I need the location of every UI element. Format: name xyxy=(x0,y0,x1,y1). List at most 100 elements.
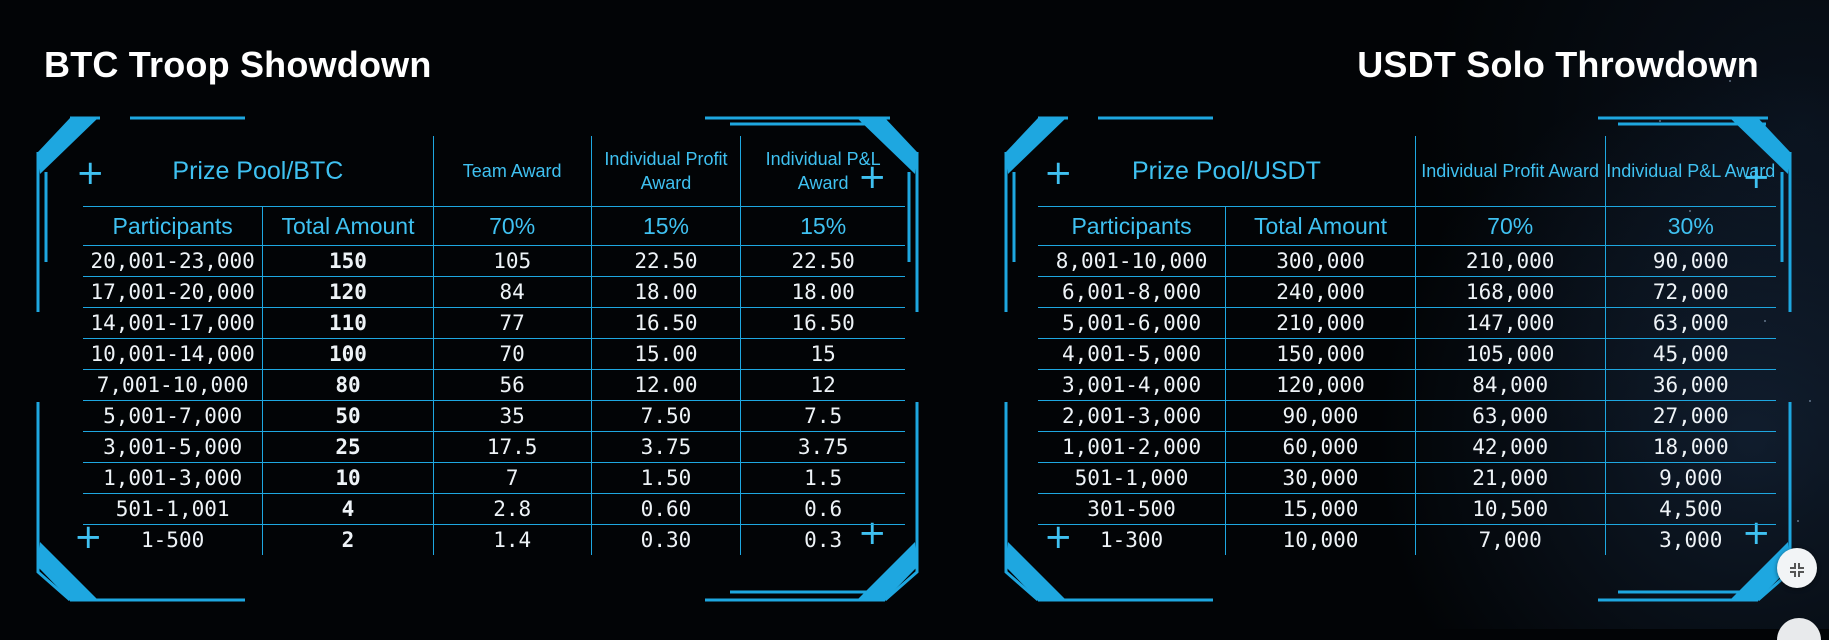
total-amount-cell: 80 xyxy=(262,369,434,401)
table-row: 1,001-3,000 10 7 1.50 1.5 xyxy=(83,462,905,494)
profit-award-cell: 16.50 xyxy=(590,307,741,339)
team-award-cell: 105 xyxy=(432,245,592,277)
pl-award-cell: 16.50 xyxy=(740,307,905,339)
pl-percent-header: 15% xyxy=(740,206,905,246)
pl-award-cell: 1.5 xyxy=(740,462,905,494)
pl-award-cell: 3.75 xyxy=(740,431,905,463)
collapse-button[interactable] xyxy=(1777,548,1817,588)
table-row: 501-1,001 4 2.8 0.60 0.6 xyxy=(83,493,905,525)
team-award-cell: 35 xyxy=(432,400,592,432)
team-award-cell: 77 xyxy=(432,307,592,339)
participants-cell: 1-300 xyxy=(1038,524,1226,555)
btc-prize-panel: + + + + Prize Pool/BTC Team Award Indivi… xyxy=(30,112,925,606)
profit-award-cell: 12.00 xyxy=(590,369,741,401)
team-award-cell: 17.5 xyxy=(432,431,592,463)
participants-header: Participants xyxy=(83,206,263,246)
table-row: 4,001-5,000 150,000 105,000 45,000 xyxy=(1038,338,1776,370)
individual-profit-award-header: Individual Profit Award xyxy=(590,136,741,207)
pl-award-cell: 90,000 xyxy=(1604,245,1776,277)
total-amount-cell: 30,000 xyxy=(1225,462,1416,494)
total-amount-header: Total Amount xyxy=(262,206,434,246)
participants-cell: 501-1,001 xyxy=(83,493,263,525)
participants-cell: 1,001-2,000 xyxy=(1038,431,1226,463)
pl-award-cell: 0.6 xyxy=(740,493,905,525)
table-row: 2,001-3,000 90,000 63,000 27,000 xyxy=(1038,400,1776,432)
profit-award-cell: 22.50 xyxy=(590,245,741,277)
total-amount-cell: 15,000 xyxy=(1225,493,1416,525)
pl-award-cell: 22.50 xyxy=(740,245,905,277)
participants-cell: 5,001-7,000 xyxy=(83,400,263,432)
pl-award-cell: 9,000 xyxy=(1604,462,1776,494)
profit-award-cell: 42,000 xyxy=(1414,431,1606,463)
pl-award-cell: 27,000 xyxy=(1604,400,1776,432)
secondary-floating-button[interactable] xyxy=(1777,618,1821,640)
participants-cell: 3,001-5,000 xyxy=(83,431,263,463)
participants-cell: 3,001-4,000 xyxy=(1038,369,1226,401)
profit-percent-header: 70% xyxy=(1414,206,1606,246)
profit-award-cell: 7.50 xyxy=(590,400,741,432)
pl-award-cell: 18.00 xyxy=(740,276,905,308)
table-row: 7,001-10,000 80 56 12.00 12 xyxy=(83,369,905,401)
pl-award-cell: 18,000 xyxy=(1604,431,1776,463)
total-amount-cell: 50 xyxy=(262,400,434,432)
team-award-cell: 84 xyxy=(432,276,592,308)
table-row: 8,001-10,000 300,000 210,000 90,000 xyxy=(1038,245,1776,277)
table-row: 14,001-17,000 110 77 16.50 16.50 xyxy=(83,307,905,339)
btc-troop-title: BTC Troop Showdown xyxy=(44,44,432,85)
usdt-solo-title: USDT Solo Throwdown xyxy=(1357,44,1759,85)
total-amount-cell: 120,000 xyxy=(1225,369,1416,401)
total-amount-cell: 240,000 xyxy=(1225,276,1416,308)
pl-award-cell: 15 xyxy=(740,338,905,370)
table-row: 1-300 10,000 7,000 3,000 xyxy=(1038,524,1776,555)
participants-cell: 2,001-3,000 xyxy=(1038,400,1226,432)
total-amount-cell: 4 xyxy=(262,493,434,525)
pl-award-cell: 36,000 xyxy=(1604,369,1776,401)
prize-pool-label: Prize Pool/BTC xyxy=(83,136,434,207)
profit-award-cell: 105,000 xyxy=(1414,338,1606,370)
pl-percent-header: 30% xyxy=(1604,206,1776,246)
table-row: 3,001-5,000 25 17.5 3.75 3.75 xyxy=(83,431,905,463)
btc-prize-table: Prize Pool/BTC Team Award Individual Pro… xyxy=(83,136,905,555)
profit-award-cell: 15.00 xyxy=(590,338,741,370)
pl-award-cell: 72,000 xyxy=(1604,276,1776,308)
total-amount-cell: 100 xyxy=(262,338,434,370)
table-row: 5,001-7,000 50 35 7.50 7.5 xyxy=(83,400,905,432)
participants-cell: 8,001-10,000 xyxy=(1038,245,1226,277)
profit-award-cell: 63,000 xyxy=(1414,400,1606,432)
total-amount-cell: 150 xyxy=(262,245,434,277)
individual-pl-award-header: Individual P&L Award xyxy=(1604,136,1776,207)
pl-award-cell: 45,000 xyxy=(1604,338,1776,370)
profit-award-cell: 21,000 xyxy=(1414,462,1606,494)
table-row: 6,001-8,000 240,000 168,000 72,000 xyxy=(1038,276,1776,308)
pl-award-cell: 12 xyxy=(740,369,905,401)
profit-award-cell: 84,000 xyxy=(1414,369,1606,401)
total-amount-cell: 10 xyxy=(262,462,434,494)
total-amount-header: Total Amount xyxy=(1225,206,1416,246)
prize-pool-label: Prize Pool/USDT xyxy=(1038,136,1416,207)
table-row: 10,001-14,000 100 70 15.00 15 xyxy=(83,338,905,370)
panel-frame xyxy=(36,116,919,602)
team-award-cell: 1.4 xyxy=(432,524,592,555)
participants-cell: 20,001-23,000 xyxy=(83,245,263,277)
individual-pl-award-header: Individual P&L Award xyxy=(740,136,905,207)
participants-cell: 1,001-3,000 xyxy=(83,462,263,494)
total-amount-cell: 120 xyxy=(262,276,434,308)
participants-cell: 14,001-17,000 xyxy=(83,307,263,339)
total-amount-cell: 90,000 xyxy=(1225,400,1416,432)
individual-profit-award-header: Individual Profit Award xyxy=(1414,136,1606,207)
participants-cell: 301-500 xyxy=(1038,493,1226,525)
profit-percent-header: 15% xyxy=(590,206,741,246)
profit-award-cell: 10,500 xyxy=(1414,493,1606,525)
team-award-cell: 56 xyxy=(432,369,592,401)
pl-award-cell: 63,000 xyxy=(1604,307,1776,339)
total-amount-cell: 110 xyxy=(262,307,434,339)
team-percent-header: 70% xyxy=(432,206,592,246)
participants-cell: 5,001-6,000 xyxy=(1038,307,1226,339)
table-row: 17,001-20,000 120 84 18.00 18.00 xyxy=(83,276,905,308)
pl-award-cell: 3,000 xyxy=(1604,524,1776,555)
participants-cell: 501-1,000 xyxy=(1038,462,1226,494)
profit-award-cell: 0.60 xyxy=(590,493,741,525)
total-amount-cell: 60,000 xyxy=(1225,431,1416,463)
profit-award-cell: 1.50 xyxy=(590,462,741,494)
collapse-icon xyxy=(1790,562,1804,577)
